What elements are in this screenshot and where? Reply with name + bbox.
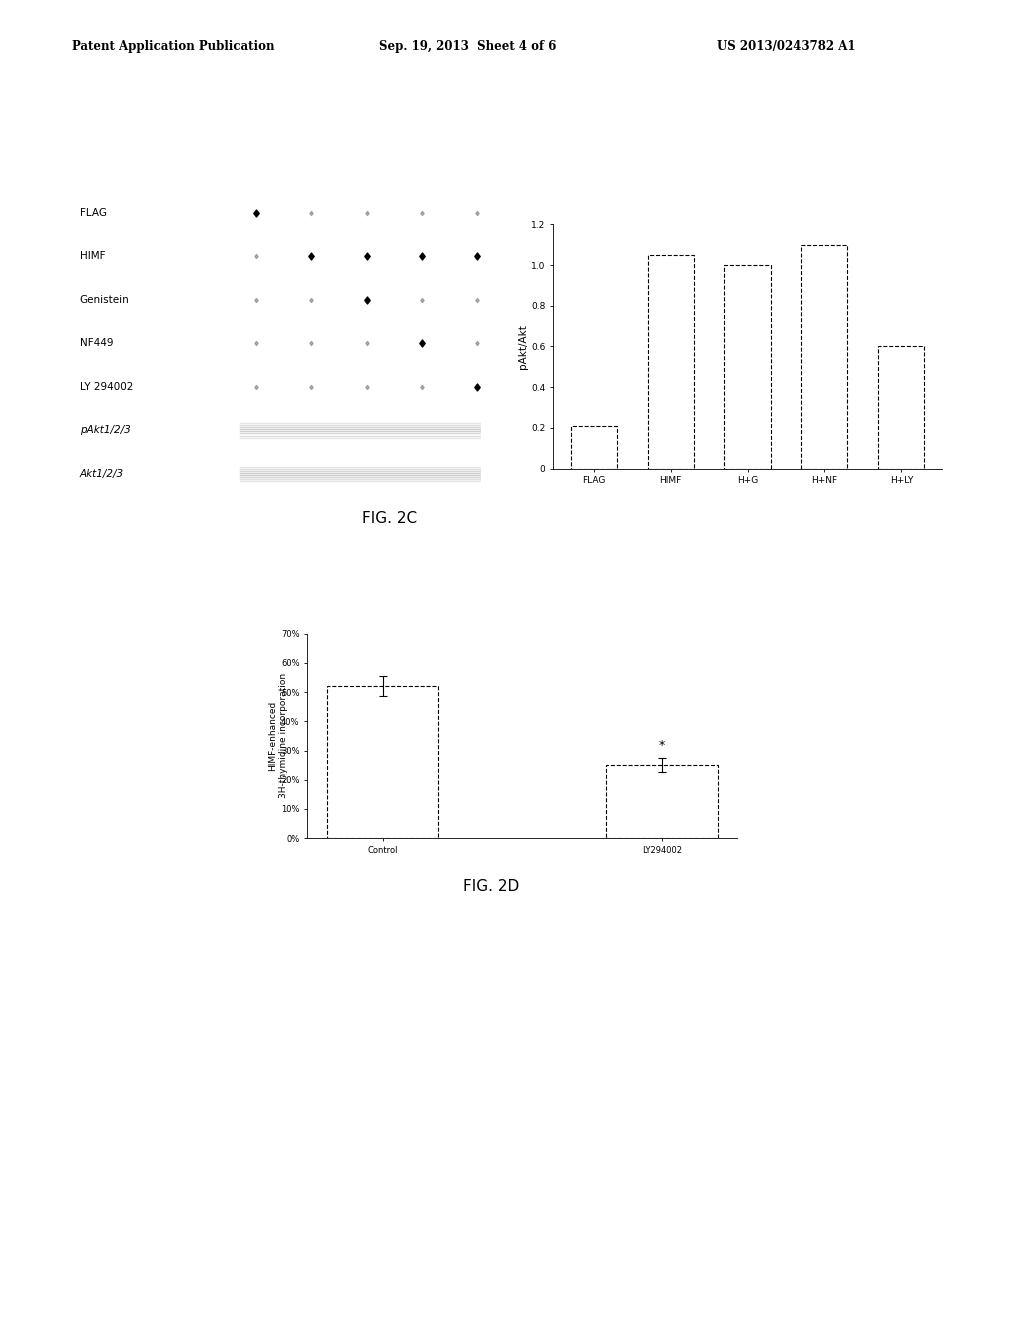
Bar bbox=[802, 244, 848, 469]
Bar bbox=[879, 346, 925, 469]
Text: *: * bbox=[658, 739, 665, 752]
Text: Patent Application Publication: Patent Application Publication bbox=[72, 40, 274, 53]
Y-axis label: pAkt/Akt: pAkt/Akt bbox=[518, 325, 528, 368]
Text: FLAG: FLAG bbox=[80, 207, 106, 218]
Bar bbox=[327, 686, 438, 838]
Bar bbox=[724, 265, 771, 469]
Text: LY 294002: LY 294002 bbox=[80, 381, 133, 392]
Y-axis label: HIMF-enhanced
3H-thymidine incorporation: HIMF-enhanced 3H-thymidine incorporation bbox=[268, 673, 288, 799]
Text: pAkt1/2/3: pAkt1/2/3 bbox=[80, 425, 131, 436]
Text: FIG. 2D: FIG. 2D bbox=[464, 879, 519, 894]
Text: Sep. 19, 2013  Sheet 4 of 6: Sep. 19, 2013 Sheet 4 of 6 bbox=[379, 40, 556, 53]
Bar bbox=[647, 255, 693, 469]
Text: NF449: NF449 bbox=[80, 338, 114, 348]
Text: HIMF: HIMF bbox=[80, 251, 105, 261]
Text: Akt1/2/3: Akt1/2/3 bbox=[80, 469, 124, 479]
Bar bbox=[570, 426, 616, 469]
Text: FIG. 2C: FIG. 2C bbox=[361, 511, 417, 525]
Text: US 2013/0243782 A1: US 2013/0243782 A1 bbox=[717, 40, 855, 53]
Text: Genistein: Genistein bbox=[80, 294, 130, 305]
Bar bbox=[606, 766, 718, 838]
